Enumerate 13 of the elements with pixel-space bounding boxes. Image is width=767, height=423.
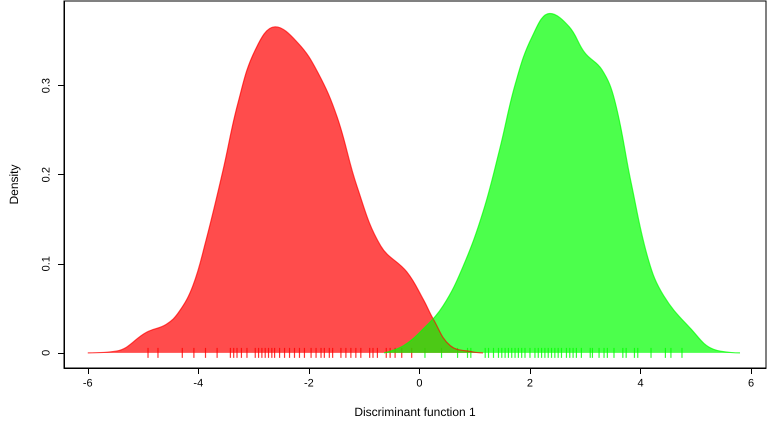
x-tick-label: 4 <box>637 378 644 390</box>
y-tick-label: 0 <box>40 350 52 356</box>
y-tick-label: 0.2 <box>40 167 52 182</box>
y-axis-title: Density <box>7 164 21 205</box>
x-axis-title: Discriminant function 1 <box>354 405 476 419</box>
x-tick-label: -6 <box>82 378 93 390</box>
x-tick-label: 2 <box>526 378 534 390</box>
x-tick-label: 6 <box>748 378 754 390</box>
x-tick-label: -4 <box>193 378 204 390</box>
x-tick-label: 0 <box>416 378 422 390</box>
x-tick-label: -2 <box>304 378 314 390</box>
y-tick-label: 0.1 <box>40 256 52 272</box>
y-tick-label: 0.3 <box>40 78 52 94</box>
